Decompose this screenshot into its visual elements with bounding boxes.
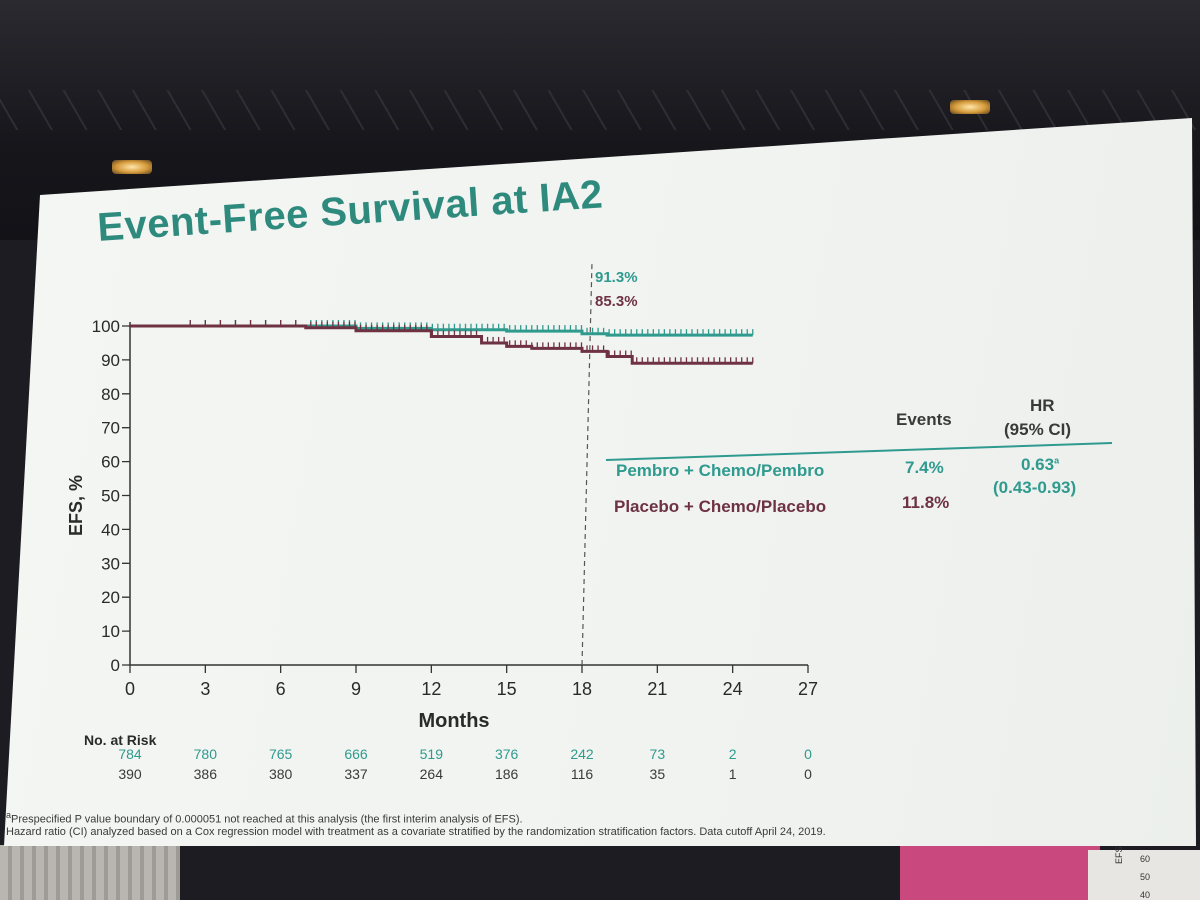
hazard-ratio-ci: (0.43-0.93): [993, 478, 1077, 497]
x-tick-label: 3: [200, 679, 210, 699]
pembro-at-risk-count: 666: [344, 746, 368, 762]
hazard-ratio-footnote-mark: a: [1054, 455, 1060, 466]
y-tick-label: 60: [101, 453, 120, 472]
stage-banner-left: [0, 845, 180, 900]
footnote-1-mark: a: [6, 810, 12, 820]
y-axis-label: EFS, %: [66, 475, 86, 536]
y-tick-label: 70: [101, 419, 120, 438]
stage-light-right: [950, 100, 990, 114]
placebo-18-month-rate: 85.3%: [595, 293, 638, 310]
pembro-at-risk-count: 519: [419, 746, 443, 762]
background-monitor-tick: 40: [1140, 890, 1151, 900]
y-tick-label: 50: [101, 487, 120, 506]
pembro-at-risk-count: 765: [268, 746, 293, 762]
pembro-at-risk-count: 73: [649, 746, 666, 762]
ceiling-truss: [0, 90, 1200, 130]
placebo-km-curve: [130, 324, 753, 365]
y-tick-label: 30: [101, 554, 120, 573]
x-tick-label: 24: [723, 679, 743, 699]
pembro-at-risk-count: 242: [570, 746, 594, 762]
hazard-ratio: 0.63a: [1021, 455, 1059, 475]
placebo-at-risk-count: 35: [649, 766, 666, 782]
pembro-at-risk-count: 2: [728, 746, 737, 762]
x-tick-label: 6: [276, 679, 286, 699]
background-monitor-tick: 60: [1140, 854, 1151, 864]
placebo-at-risk-count: 1: [728, 766, 737, 782]
stage-banner-pink: [900, 845, 1100, 900]
pembro-18-month-rate: 91.3%: [595, 269, 638, 286]
footnote-1: aPrespecified P value boundary of 0.0000…: [6, 810, 523, 826]
background-monitor: EFS, % 60 50 40: [1088, 833, 1200, 900]
hazard-ratio-value: 0.63: [1021, 455, 1055, 474]
x-tick-label: 18: [572, 679, 592, 699]
y-tick-label: 10: [101, 622, 120, 641]
x-tick-label: 0: [125, 679, 135, 699]
x-axis-label: Months: [418, 710, 489, 732]
footnote-1-text: Prespecified P value boundary of 0.00005…: [11, 813, 523, 826]
x-tick-label: 9: [351, 679, 361, 699]
hr-header: HR: [1030, 396, 1055, 415]
risk-table-label: No. at Risk: [84, 732, 157, 748]
placebo-events: 11.8%: [902, 493, 950, 512]
x-tick-label: 27: [798, 679, 818, 699]
pembro-at-risk-count: 376: [494, 746, 519, 762]
pembro-at-risk-count: 784: [118, 746, 142, 762]
footnote-2: Hazard ratio (CI) analyzed based on a Co…: [6, 826, 826, 838]
y-tick-label: 0: [111, 656, 120, 675]
hr-table-rule: [605, 442, 1113, 461]
pembro-arm-label: Pembro + Chemo/Pembro: [616, 461, 825, 480]
y-tick-label: 40: [101, 520, 120, 539]
y-tick-label: 80: [101, 385, 120, 404]
landmark-18-month-line: [581, 261, 593, 666]
placebo-at-risk-count: 186: [494, 766, 519, 782]
placebo-at-risk-count: 116: [570, 766, 594, 782]
placebo-at-risk-count: 380: [268, 766, 293, 782]
pembro-events: 7.4%: [905, 458, 944, 477]
x-tick-label: 12: [421, 679, 441, 699]
events-header: Events: [896, 410, 952, 429]
y-tick-label: 20: [101, 588, 120, 607]
background-monitor-tick: 50: [1140, 872, 1151, 882]
stage-light-left: [112, 160, 152, 174]
placebo-arm-label: Placebo + Chemo/Placebo: [614, 497, 827, 516]
placebo-at-risk-count: 337: [344, 766, 368, 782]
x-tick-label: 15: [497, 679, 517, 699]
placebo-at-risk-count: 386: [193, 766, 217, 782]
pembro-at-risk-count: 0: [804, 746, 812, 762]
y-tick-label: 100: [92, 317, 120, 336]
placebo-at-risk-count: 390: [118, 766, 142, 782]
placebo-at-risk-count: 264: [419, 766, 443, 782]
pembro-at-risk-count: 780: [193, 746, 217, 762]
placebo-at-risk-count: 0: [804, 766, 812, 782]
y-tick-label: 90: [101, 351, 120, 370]
x-tick-label: 21: [647, 679, 667, 699]
hr-ci-header: (95% CI): [1004, 420, 1072, 439]
